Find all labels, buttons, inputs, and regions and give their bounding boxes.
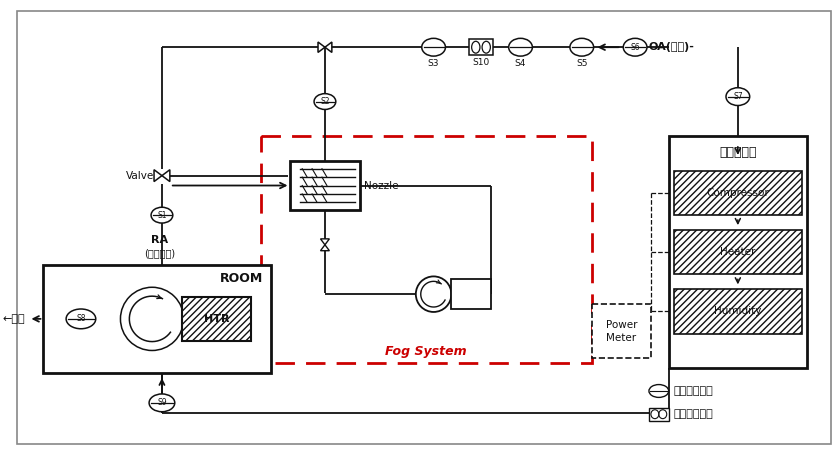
Text: HTR: HTR bbox=[203, 314, 229, 324]
Text: ←배기: ←배기 bbox=[3, 314, 25, 324]
Text: 온도습도센서: 온도습도센서 bbox=[674, 386, 713, 396]
Text: Nozzle: Nozzle bbox=[365, 181, 399, 191]
Circle shape bbox=[416, 276, 451, 312]
Ellipse shape bbox=[66, 309, 96, 329]
Bar bbox=[260, 136, 591, 364]
Polygon shape bbox=[162, 170, 170, 182]
Text: OA(외기)-: OA(외기)- bbox=[649, 42, 695, 52]
Text: S5: S5 bbox=[576, 59, 587, 68]
Text: Meter: Meter bbox=[606, 333, 637, 343]
Text: ROOM: ROOM bbox=[219, 272, 263, 285]
Ellipse shape bbox=[570, 38, 594, 56]
Text: S3: S3 bbox=[428, 59, 439, 68]
Polygon shape bbox=[321, 239, 329, 245]
Text: 온도풍속센서: 온도풍속센서 bbox=[674, 409, 713, 419]
Bar bbox=[649, 408, 669, 420]
Text: Fog System: Fog System bbox=[386, 345, 467, 359]
Bar bbox=[44, 264, 270, 373]
Bar bbox=[291, 161, 360, 210]
Ellipse shape bbox=[726, 88, 750, 106]
Bar bbox=[674, 230, 802, 274]
Bar bbox=[470, 39, 493, 55]
Text: S1: S1 bbox=[157, 211, 166, 220]
Text: Valve: Valve bbox=[126, 171, 154, 181]
Ellipse shape bbox=[649, 384, 669, 397]
Text: S8: S8 bbox=[76, 314, 86, 324]
Text: 환온환습기: 환온환습기 bbox=[719, 147, 757, 159]
Text: Heater: Heater bbox=[720, 247, 755, 257]
Polygon shape bbox=[321, 245, 329, 251]
Bar bbox=[669, 136, 807, 368]
Polygon shape bbox=[154, 170, 162, 182]
Text: S10: S10 bbox=[472, 58, 490, 67]
Ellipse shape bbox=[623, 38, 647, 56]
Text: S9: S9 bbox=[157, 398, 167, 407]
Text: RA: RA bbox=[151, 235, 169, 245]
Bar bbox=[181, 297, 251, 341]
Bar bbox=[674, 171, 802, 215]
Ellipse shape bbox=[314, 94, 336, 110]
Ellipse shape bbox=[422, 38, 445, 56]
Text: S6: S6 bbox=[630, 43, 640, 52]
Text: S4: S4 bbox=[515, 59, 526, 68]
Text: S7: S7 bbox=[733, 92, 743, 101]
Bar bbox=[674, 289, 802, 334]
Ellipse shape bbox=[149, 394, 175, 412]
Ellipse shape bbox=[151, 207, 173, 223]
Text: Power: Power bbox=[606, 320, 637, 330]
Text: Humidity: Humidity bbox=[714, 307, 762, 317]
Ellipse shape bbox=[509, 38, 533, 56]
Polygon shape bbox=[318, 42, 325, 52]
Bar bbox=[451, 279, 491, 309]
Text: (실내공기): (실내공기) bbox=[144, 248, 176, 258]
Text: S2: S2 bbox=[320, 97, 329, 106]
Polygon shape bbox=[325, 42, 332, 52]
Text: Compressor: Compressor bbox=[706, 188, 769, 198]
Bar bbox=[591, 304, 651, 359]
